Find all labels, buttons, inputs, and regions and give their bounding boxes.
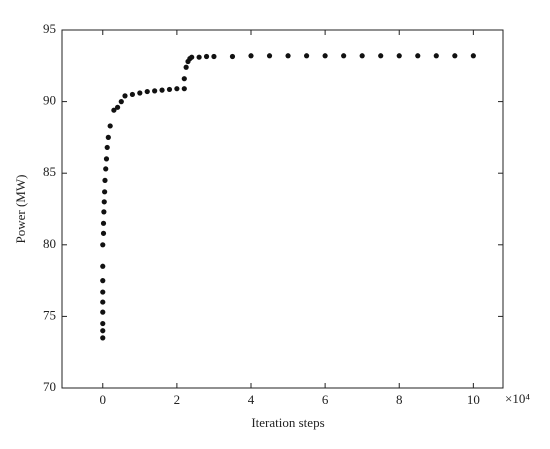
x-axis-label: Iteration steps [251,415,324,430]
data-point [266,53,273,59]
data-point [100,230,107,236]
data-point [159,87,165,93]
data-point [285,53,291,59]
data-point [152,88,158,94]
y-tick-label: 75 [43,307,56,322]
y-tick-label: 85 [43,164,56,179]
y-axis-label: Power (MW) [13,175,28,244]
data-point [137,90,143,96]
data-point [359,53,365,59]
data-point [107,123,113,129]
data-point [341,53,347,59]
data-point [114,104,121,110]
data-point [396,53,402,59]
data-point [100,299,106,305]
data-point [166,86,173,93]
data-point [100,278,106,284]
plot-frame [61,29,504,389]
data-point [181,86,187,92]
data-point [203,53,210,60]
data-point [303,53,310,59]
data-point [101,209,107,215]
data-point [433,53,439,59]
data-point [100,220,107,226]
data-point [144,88,150,95]
data-point [118,99,124,105]
data-point [103,156,110,162]
data-point [378,53,384,59]
data-point [229,53,236,60]
x-multiplier: ×10⁴ [505,391,530,406]
data-point [111,107,117,113]
x-tick-label: 0 [100,392,107,407]
y-tick-label: 70 [43,379,56,394]
data-point [104,144,110,151]
x-tick-label: 4 [248,392,255,407]
data-point [181,76,187,82]
data-point [100,289,106,295]
data-point [470,53,476,59]
data-point [189,54,195,60]
data-point [174,86,180,92]
x-tick-label: 2 [174,392,181,407]
data-point [183,64,189,70]
data-point [101,199,107,205]
data-point [100,328,106,334]
x-tick-label: 6 [322,392,329,407]
data-point [122,93,128,99]
x-tick-label: 8 [396,392,403,407]
data-point [100,335,106,341]
data-point [196,54,202,60]
data-point [100,309,106,315]
data-point [129,91,136,98]
data-point [322,53,328,59]
data-point [100,320,106,327]
data-point [102,189,108,195]
data-point [415,53,421,59]
y-tick-label: 80 [43,236,56,251]
data-point [103,166,109,172]
data-point [105,134,111,140]
data-point [452,53,458,59]
data-point [100,242,106,248]
data-point [248,53,254,59]
data-point [100,263,106,269]
data-point [211,53,217,60]
x-tick-label: 10 [467,392,480,407]
data-point [102,177,108,183]
y-tick-label: 95 [43,21,56,36]
y-tick-label: 90 [43,93,56,108]
